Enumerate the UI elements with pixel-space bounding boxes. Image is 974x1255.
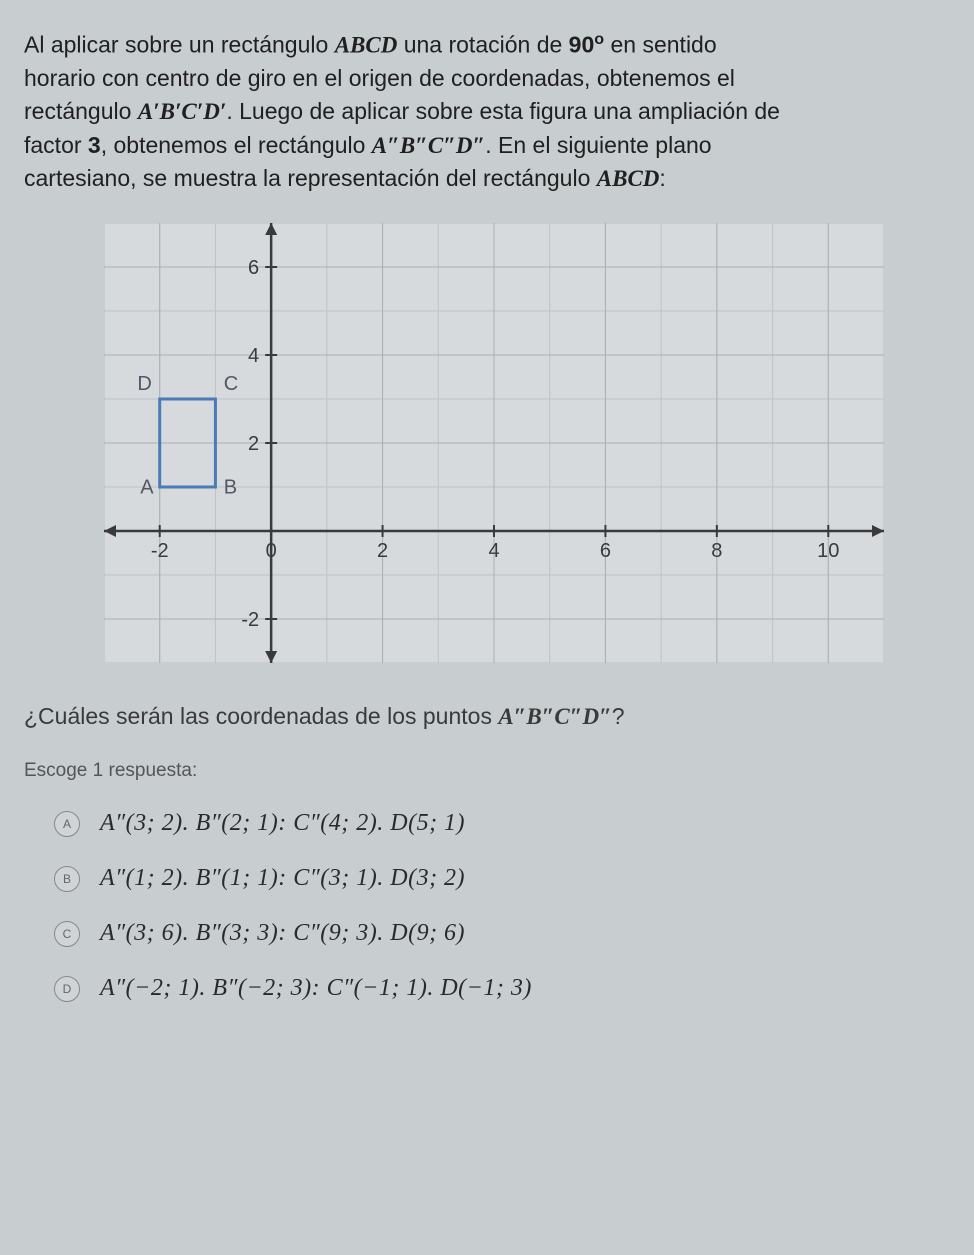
svg-text:D: D [137,374,151,396]
svg-text:2: 2 [377,540,388,562]
instruction-text: Escoge 1 respuesta: [24,760,950,782]
radio-a[interactable]: A [54,811,80,837]
svg-text:4: 4 [488,540,499,562]
radio-b[interactable]: B [54,866,80,892]
svg-text:10: 10 [817,540,839,562]
option-b-label: A″(1; 2). B″(1; 1): C″(3; 1). D(3; 2) [100,865,465,892]
options-group: A A″(3; 2). B″(2; 1): C″(4; 2). D(5; 1) … [24,810,950,1002]
svg-text:6: 6 [600,540,611,562]
svg-text:C: C [224,374,238,396]
radio-c[interactable]: C [54,921,80,947]
option-d-label: A″(−2; 1). B″(−2; 3): C″(−1; 1). D(−1; 3… [100,975,532,1002]
option-b[interactable]: B A″(1; 2). B″(1; 1): C″(3; 1). D(3; 2) [54,865,950,892]
svg-text:A: A [140,477,154,499]
question: ¿Cuáles serán las coordenadas de los pun… [24,703,950,730]
option-a[interactable]: A A″(3; 2). B″(2; 1): C″(4; 2). D(5; 1) [54,810,950,837]
svg-text:6: 6 [248,257,259,279]
svg-text:-2: -2 [241,609,259,631]
option-c[interactable]: C A″(3; 6). B″(3; 3): C″(9; 3). D(9; 6) [54,920,950,947]
svg-text:8: 8 [711,540,722,562]
problem-statement: Al aplicar sobre un rectángulo ABCD una … [24,28,950,195]
option-d[interactable]: D A″(−2; 1). B″(−2; 3): C″(−1; 1). D(−1;… [54,975,950,1002]
option-c-label: A″(3; 6). B″(3; 3): C″(9; 3). D(9; 6) [100,920,465,947]
svg-text:2: 2 [248,433,259,455]
radio-d[interactable]: D [54,976,80,1002]
svg-text:4: 4 [248,345,259,367]
svg-text:B: B [224,477,237,499]
option-a-label: A″(3; 2). B″(2; 1): C″(4; 2). D(5; 1) [100,810,465,837]
svg-text:-2: -2 [151,540,169,562]
svg-text:0: 0 [266,540,277,562]
cartesian-graph: -2 0 2 4 6 8 10 -2 2 4 6 A B C D [104,223,884,663]
